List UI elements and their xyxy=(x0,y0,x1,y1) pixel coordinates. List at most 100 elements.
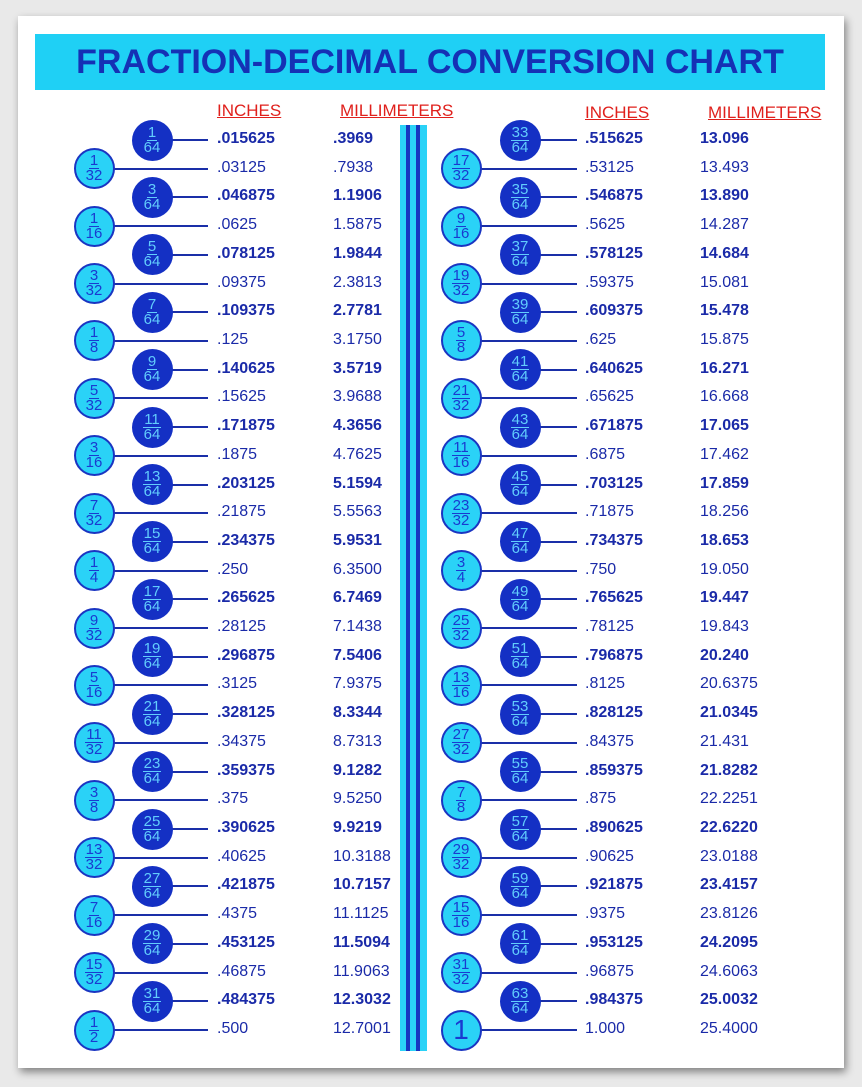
fraction-badge: 19 64 xyxy=(131,636,173,678)
inches-value: .750 xyxy=(585,560,617,578)
fraction-badge: 35 64 xyxy=(499,176,541,218)
fraction-badge: 1 32 xyxy=(73,148,115,190)
millimeters-value: 11.1125 xyxy=(333,905,389,923)
inches-value: .203125 xyxy=(217,474,275,492)
fraction-numerator: 57 xyxy=(510,812,530,830)
fraction-numerator: 9 xyxy=(88,611,100,629)
millimeters-value: 11.5094 xyxy=(333,933,390,951)
inches-value: .78125 xyxy=(585,618,634,636)
leader-line xyxy=(94,1029,208,1031)
millimeters-value: 15.875 xyxy=(700,330,749,348)
leader-line xyxy=(461,856,577,859)
fraction-numerator: 27 xyxy=(142,869,162,887)
fraction-numerator: 15 xyxy=(84,956,104,974)
leader-line xyxy=(461,741,577,744)
inches-value: .28125 xyxy=(217,618,266,636)
leader-line xyxy=(94,627,208,630)
fraction-numerator: 1 xyxy=(88,152,100,170)
inches-value: .890625 xyxy=(585,819,643,837)
fraction-numerator: 3 xyxy=(88,267,100,285)
fraction-numerator: 13 xyxy=(84,841,104,859)
leader-line xyxy=(152,196,208,199)
leader-line xyxy=(152,598,208,601)
leader-line xyxy=(152,540,208,543)
fraction-badge: 11 16 xyxy=(440,435,482,477)
fraction-numerator: 49 xyxy=(510,582,530,600)
millimeters-value: 7.1438 xyxy=(333,618,382,636)
fraction-badge: 43 64 xyxy=(499,406,541,448)
inches-value: .671875 xyxy=(585,417,643,435)
fraction-numerator: 1 xyxy=(88,1013,100,1031)
fraction-denominator: 8 xyxy=(89,339,99,357)
fraction-badge: 51 64 xyxy=(499,636,541,678)
fraction-denominator: 8 xyxy=(456,339,466,357)
leader-line xyxy=(520,540,577,543)
millimeters-value: 1.1906 xyxy=(333,187,382,205)
fraction-badge: 3 16 xyxy=(73,435,115,477)
leader-line xyxy=(94,282,208,285)
fraction-numerator: 19 xyxy=(451,267,471,285)
leader-line xyxy=(461,282,577,285)
fraction-denominator: 64 xyxy=(143,138,161,156)
fraction-numerator: 29 xyxy=(142,927,162,945)
fraction-denominator: 64 xyxy=(143,597,161,615)
inches-value: .703125 xyxy=(585,474,643,492)
inches-value: .421875 xyxy=(217,876,275,894)
fraction-denominator: 64 xyxy=(143,540,161,558)
inches-value: .40625 xyxy=(217,847,266,865)
millimeters-value: 6.7469 xyxy=(333,589,382,607)
leader-line xyxy=(461,167,577,170)
leader-line xyxy=(520,885,577,888)
millimeters-value: 5.9531 xyxy=(333,531,382,549)
millimeters-value: 8.7313 xyxy=(333,732,382,750)
leader-line xyxy=(94,684,208,687)
fraction-badge: 49 64 xyxy=(499,578,541,620)
fraction-numerator: 1 xyxy=(88,554,100,572)
millimeters-value: 15.478 xyxy=(700,302,749,320)
fraction-denominator: 32 xyxy=(452,167,470,185)
inches-value: .234375 xyxy=(217,531,275,549)
leader-line xyxy=(520,713,577,716)
leader-line xyxy=(94,512,208,515)
fraction-denominator: 64 xyxy=(511,310,529,328)
fraction-badge: 5 16 xyxy=(73,664,115,706)
fraction-denominator: 8 xyxy=(456,798,466,816)
millimeters-value: 23.0188 xyxy=(700,847,758,865)
fraction-badge: 15 16 xyxy=(440,894,482,936)
fraction-denominator: 64 xyxy=(511,540,529,558)
millimeters-value: 9.5250 xyxy=(333,790,382,808)
fraction-badge: 7 64 xyxy=(131,291,173,333)
fraction-badge: 19 32 xyxy=(440,263,482,305)
millimeters-value: .3969 xyxy=(333,130,374,147)
fraction-denominator: 16 xyxy=(85,683,103,701)
fraction-numerator: 3 xyxy=(455,554,467,572)
fraction-badge: 9 64 xyxy=(131,349,173,391)
fraction-denominator: 64 xyxy=(143,999,161,1017)
millimeters-value: 20.240 xyxy=(700,646,749,664)
inches-value: .265625 xyxy=(217,589,275,607)
leader-line xyxy=(520,253,577,256)
leader-line xyxy=(520,196,577,199)
fraction-numerator: 31 xyxy=(451,956,471,974)
fraction-badge: 27 64 xyxy=(131,865,173,907)
leader-line xyxy=(520,368,577,371)
millimeters-value: 5.1594 xyxy=(333,474,382,492)
fraction-numerator: 3 xyxy=(88,783,100,801)
leader-line xyxy=(152,368,208,371)
inches-value: .640625 xyxy=(585,359,643,377)
inches-value: .609375 xyxy=(585,302,643,320)
page-title: FRACTION-DECIMAL CONVERSION CHART xyxy=(76,42,784,81)
inches-value: .6875 xyxy=(585,445,626,463)
fraction-numerator: 13 xyxy=(142,468,162,486)
leader-line xyxy=(461,684,577,687)
fraction-denominator: 4 xyxy=(89,569,99,587)
millimeters-value: 15.081 xyxy=(700,273,749,291)
leader-line xyxy=(461,397,577,400)
inches-value: .3125 xyxy=(217,675,258,693)
millimeters-value: 18.653 xyxy=(700,531,749,549)
fraction-badge: 13 16 xyxy=(440,664,482,706)
fraction-denominator: 64 xyxy=(511,655,529,673)
fraction-badge: 15 64 xyxy=(131,521,173,563)
inches-value: .90625 xyxy=(585,847,634,865)
